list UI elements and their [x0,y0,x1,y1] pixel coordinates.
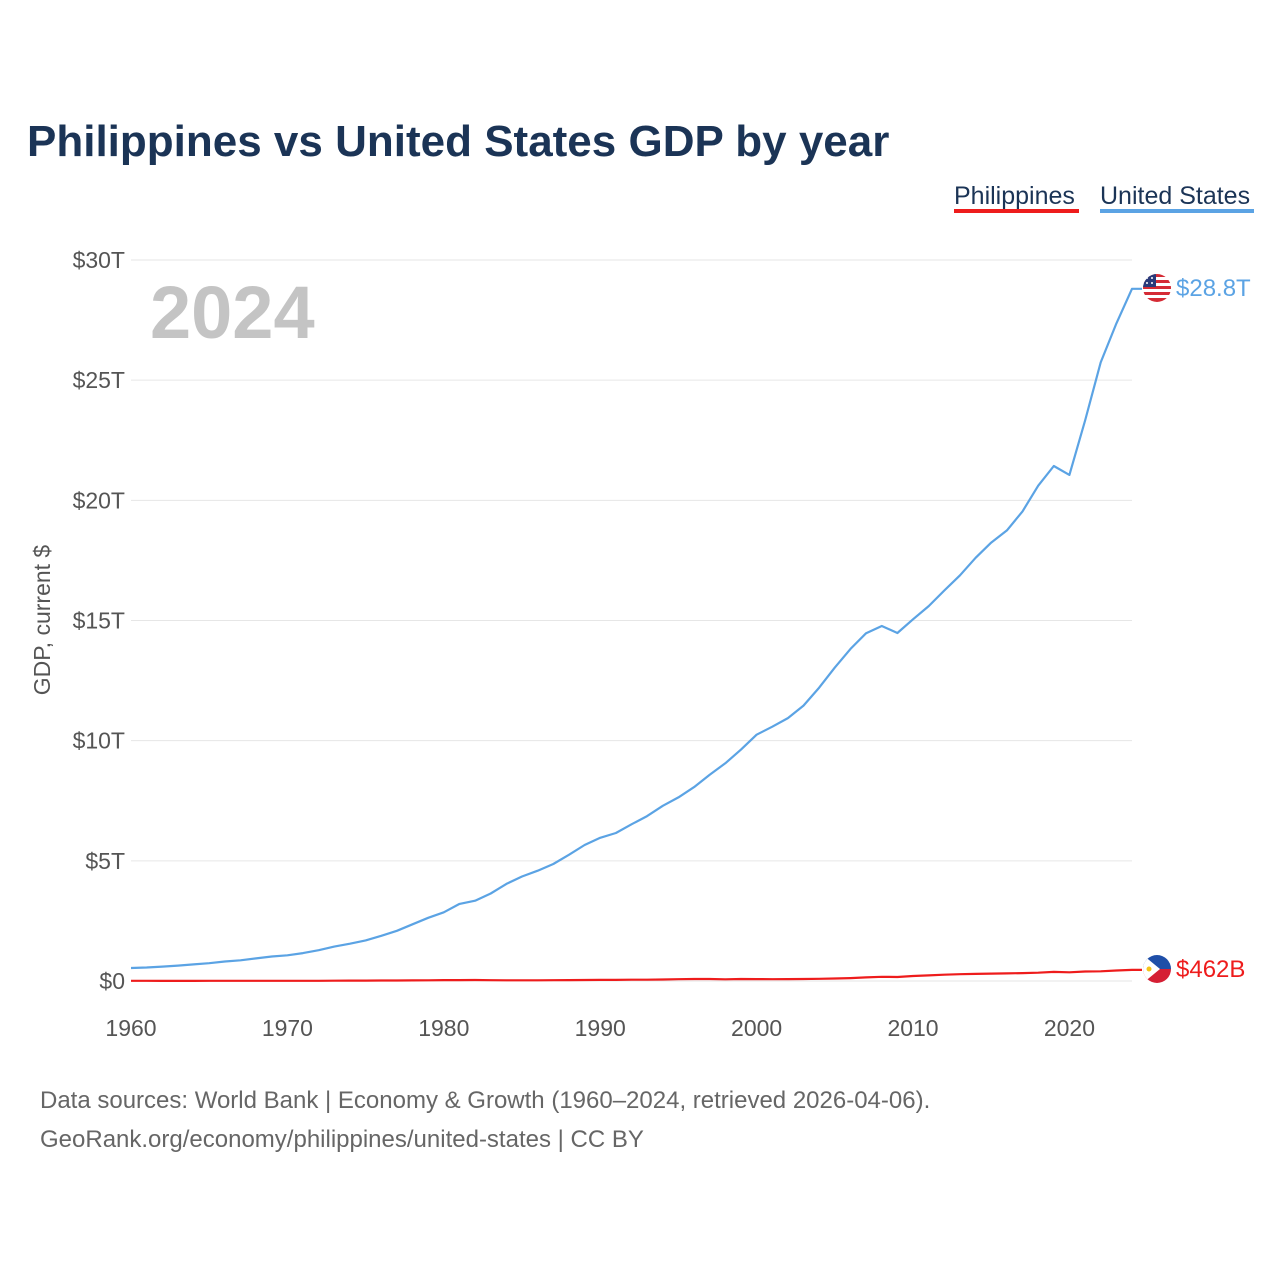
y-tick-label: $15T [73,608,125,634]
y-axis-title: GDP, current $ [29,545,55,696]
x-tick-label: 1960 [105,1015,156,1041]
legend-label-united-states: United States [1100,182,1250,210]
gridlines [131,259,1132,982]
x-tick-label: 2010 [887,1015,938,1041]
y-axis-ticks: $0 $5T $10T $15T $20T $25T $30T [73,247,125,994]
source-line-2: GeoRank.org/economy/philippines/united-s… [40,1126,644,1153]
us-flag-icon [1143,274,1171,302]
series-line-philippines [131,968,1142,983]
philippines-flag-icon [1143,955,1171,983]
y-tick-label: $0 [99,968,125,994]
legend-swatch-united-states [1100,209,1254,213]
source-line-1: Data sources: World Bank | Economy & Gro… [40,1087,930,1114]
series-lines [130,287,1142,983]
x-tick-label: 1990 [575,1015,626,1041]
x-tick-label: 1980 [418,1015,469,1041]
series-line-united-states [130,287,1142,970]
x-tick-label: 2020 [1044,1015,1095,1041]
end-value-united-states: $28.8T [1176,275,1251,302]
end-value-philippines: $462B [1176,956,1245,983]
year-badge: 2024 [150,271,315,354]
chart-title: Philippines vs United States GDP by year [27,117,889,166]
legend: Philippines United States [954,182,1254,213]
legend-label-philippines: Philippines [954,182,1075,210]
x-axis-ticks: 1960 1970 1980 1990 2000 2010 2020 [105,1015,1095,1041]
y-tick-label: $20T [73,487,125,513]
x-tick-label: 2000 [731,1015,782,1041]
legend-swatch-philippines [954,209,1079,213]
y-tick-label: $5T [85,848,125,874]
y-tick-label: $30T [73,247,125,273]
x-tick-label: 1970 [262,1015,313,1041]
y-tick-label: $10T [73,728,125,754]
y-tick-label: $25T [73,367,125,393]
